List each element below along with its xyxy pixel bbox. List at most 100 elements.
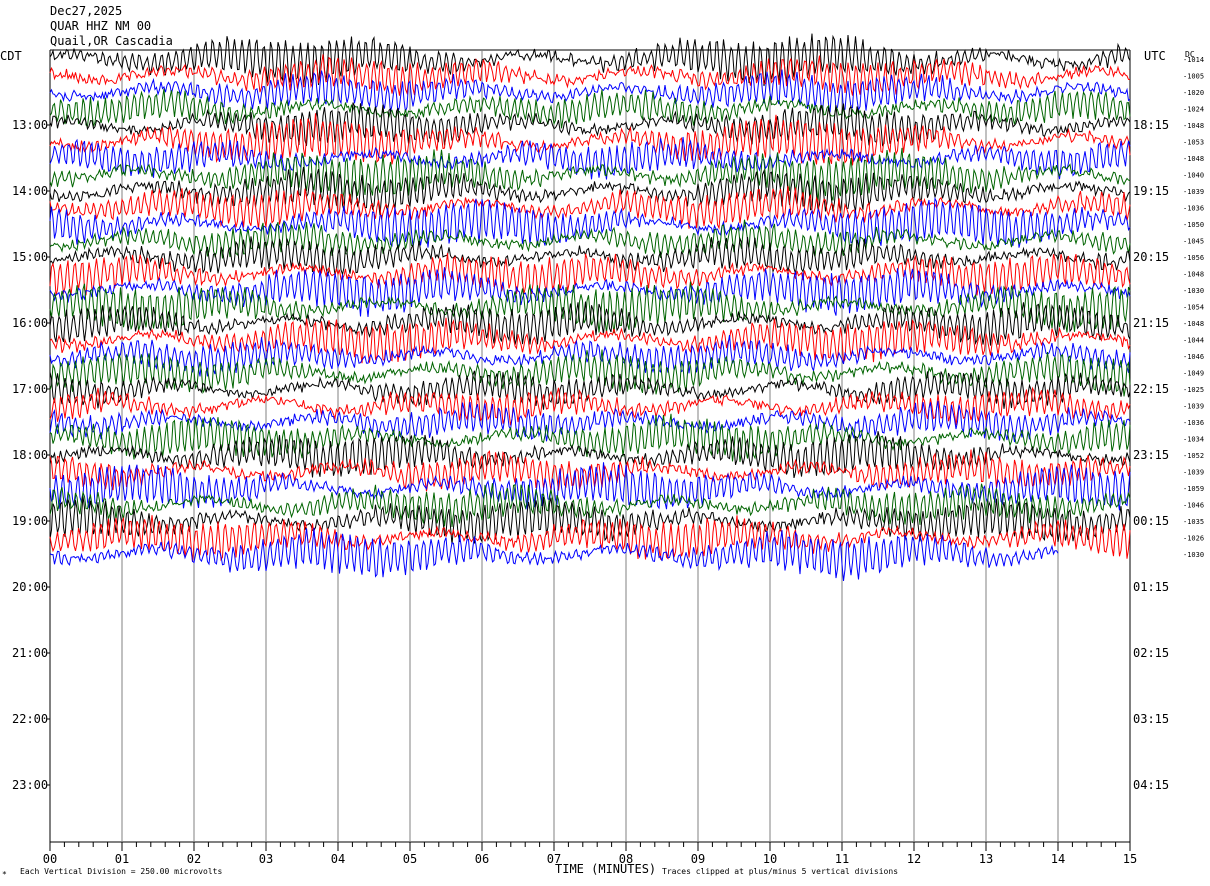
corner-mark: * (2, 870, 7, 879)
cdt-axis-title: CDT (0, 49, 22, 63)
dc-offset-label: -1020 (1183, 89, 1204, 97)
utc-hour-label: 22:15 (1133, 382, 1169, 396)
dc-offset-label: -1059 (1183, 485, 1204, 493)
station-code: QUAR HHZ NM 00 (50, 19, 152, 33)
dc-offset-label: -1035 (1183, 518, 1204, 526)
utc-hour-label: 19:15 (1133, 184, 1169, 198)
seismic-trace-line (49, 301, 1131, 346)
seismic-trace-line (49, 102, 1131, 147)
dc-offset-label: -1005 (1183, 73, 1204, 81)
seismic-trace-line (49, 147, 1131, 202)
seismic-traces (49, 33, 1131, 581)
dc-offset-label: -1034 (1183, 436, 1204, 444)
x-tick-label: 05 (403, 852, 417, 866)
dc-offset-label: -1024 (1183, 106, 1204, 114)
scale-note: Each Vertical Division = 250.00 microvol… (20, 867, 223, 876)
x-axis-title: TIME (MINUTES) (555, 862, 657, 876)
dc-offset-label: -1036 (1183, 419, 1204, 427)
dc-offset-label: -1053 (1183, 139, 1204, 147)
cdt-hour-label: 17:00 (12, 382, 48, 396)
seismic-trace-line (49, 386, 1131, 426)
dc-offset-label: -1048 (1183, 155, 1204, 163)
x-tick-label: 09 (691, 852, 705, 866)
x-tick-label: 00 (43, 852, 57, 866)
seismic-trace-line (49, 33, 1131, 87)
utc-hour-label: 04:15 (1133, 778, 1169, 792)
cdt-hour-label: 13:00 (12, 118, 48, 132)
dc-offset-label: -1014 (1183, 56, 1204, 64)
cdt-hour-label: 14:00 (12, 184, 48, 198)
x-tick-label: 04 (331, 852, 345, 866)
seismic-trace-line (49, 496, 1131, 545)
seismic-trace-line (49, 281, 1131, 334)
x-tick-label: 06 (475, 852, 489, 866)
seismic-trace-line (49, 317, 1131, 365)
utc-hour-label: 21:15 (1133, 316, 1169, 330)
dc-offset-label: -1050 (1183, 221, 1204, 229)
x-tick-label: 07 (547, 852, 561, 866)
x-tick-label: 08 (619, 852, 633, 866)
utc-hour-label: 02:15 (1133, 646, 1169, 660)
dc-offset-label: -1039 (1183, 403, 1204, 411)
dc-offset-label: -1046 (1183, 502, 1204, 510)
dc-offset-label: -1048 (1183, 320, 1204, 328)
seismic-trace-line (49, 54, 1131, 96)
x-tick-label: 02 (187, 852, 201, 866)
cdt-hour-label: 22:00 (12, 712, 48, 726)
x-tick-label: 12 (907, 852, 921, 866)
dc-offset-label: -1030 (1183, 551, 1204, 559)
cdt-hour-label: 16:00 (12, 316, 48, 330)
dc-offset-label: -1049 (1183, 370, 1204, 378)
x-tick-label: 03 (259, 852, 273, 866)
seismic-trace-line (49, 400, 1131, 443)
dc-offset-label: -1056 (1183, 254, 1204, 262)
utc-hour-label: 01:15 (1133, 580, 1169, 594)
x-tick-label: 10 (763, 852, 777, 866)
seismic-trace-line (49, 88, 1131, 129)
plot-date: Dec27,2025 (50, 4, 123, 18)
seismic-trace-line (49, 527, 1059, 581)
seismic-trace-line (49, 462, 1131, 511)
seismic-trace-line (49, 219, 1131, 259)
dc-offset-label: -1048 (1183, 271, 1204, 279)
dc-offset-label: -1026 (1183, 535, 1204, 543)
seismic-trace-line (49, 185, 1131, 230)
dc-offset-label: -1030 (1183, 287, 1204, 295)
dc-offset-label: -1052 (1183, 452, 1204, 460)
cdt-hour-label: 23:00 (12, 778, 48, 792)
utc-hour-label: 20:15 (1133, 250, 1169, 264)
dc-offset-label: -1044 (1183, 337, 1204, 345)
dc-offset-label: -1045 (1183, 238, 1204, 246)
seismic-trace-line (49, 515, 1131, 563)
station-location: Quail,OR Cascadia (50, 34, 173, 48)
cdt-hour-label: 19:00 (12, 514, 48, 528)
seismic-trace-line (49, 69, 1131, 114)
seismic-trace-line (49, 236, 1131, 277)
seismic-trace-line (49, 267, 1131, 317)
clip-note: Traces clipped at plus/minus 5 vertical … (662, 867, 899, 876)
dc-offset-label: -1048 (1183, 122, 1204, 130)
seismic-trace-line (49, 483, 1131, 528)
utc-hour-label: 18:15 (1133, 118, 1169, 132)
seismic-trace-line (49, 196, 1131, 249)
dc-offset-label: -1040 (1183, 172, 1204, 180)
dc-offset-label: -1039 (1183, 469, 1204, 477)
seismic-trace-line (49, 370, 1131, 410)
utc-hour-label: 00:15 (1133, 514, 1169, 528)
dc-offset-label: -1054 (1183, 304, 1204, 312)
seismic-trace-line (49, 431, 1131, 479)
seismic-trace-line (49, 413, 1131, 463)
dc-column-title: DC (1185, 50, 1195, 59)
seismic-trace-line (49, 136, 1131, 180)
cdt-hour-label: 20:00 (12, 580, 48, 594)
cdt-hour-label: 21:00 (12, 646, 48, 660)
x-tick-label: 01 (115, 852, 129, 866)
x-tick-label: 11 (835, 852, 849, 866)
dc-offset-label: -1036 (1183, 205, 1204, 213)
dc-offset-label: -1025 (1183, 386, 1204, 394)
seismic-trace-line (49, 253, 1131, 296)
dc-offset-label: -1039 (1183, 188, 1204, 196)
seismic-trace-line (49, 449, 1131, 492)
x-tick-label: 13 (979, 852, 993, 866)
